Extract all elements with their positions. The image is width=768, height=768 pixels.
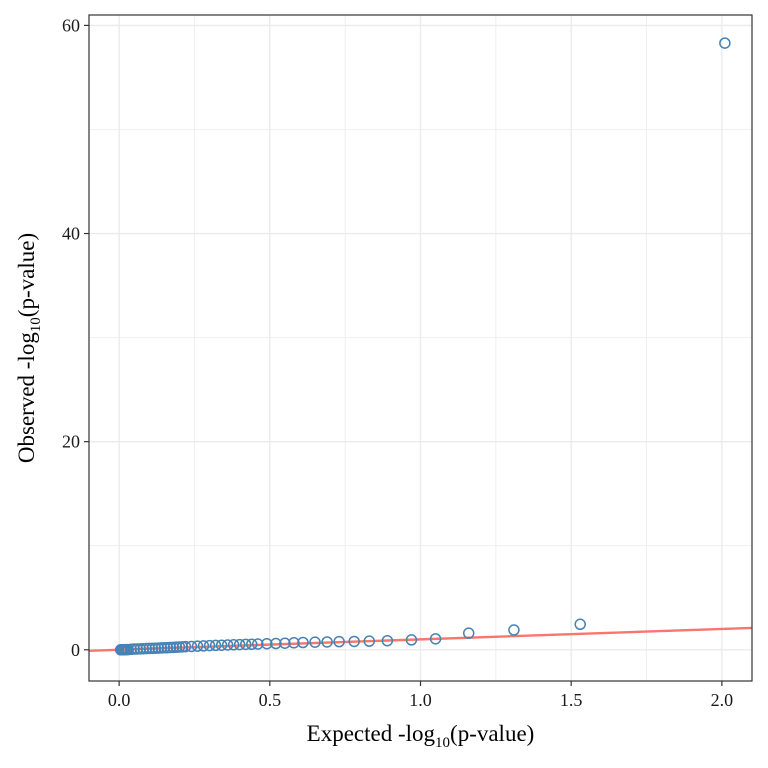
reference-line-layer bbox=[88, 626, 753, 653]
data-point bbox=[197, 640, 210, 652]
x-tick-label: 1.5 bbox=[560, 690, 583, 710]
data-point bbox=[348, 635, 360, 648]
y-axis-title-prefix: Observed -log bbox=[14, 332, 39, 463]
x-axis-title-subscript: 10 bbox=[435, 735, 450, 751]
data-point bbox=[381, 634, 394, 647]
data-point bbox=[203, 639, 216, 652]
axes: 0.0 0.5 1.0 1.5 2.0 0 20 40 60 bbox=[62, 15, 733, 710]
gridlines bbox=[89, 15, 752, 681]
data-point bbox=[719, 37, 731, 49]
y-tick-label: 60 bbox=[62, 15, 80, 35]
data-point bbox=[297, 636, 309, 649]
data-point bbox=[209, 639, 222, 652]
data-point bbox=[333, 635, 345, 648]
data-point bbox=[321, 636, 333, 648]
y-axis-title-suffix: (p-value) bbox=[14, 233, 39, 317]
x-axis-title-prefix: Expected -log bbox=[307, 721, 436, 746]
data-point bbox=[270, 637, 282, 650]
data-point bbox=[191, 640, 204, 652]
x-axis-title-suffix: (p-value) bbox=[450, 721, 534, 746]
data-point bbox=[179, 640, 192, 653]
y-axis-title-subscript: 10 bbox=[28, 317, 44, 332]
data-point bbox=[279, 637, 291, 649]
reference-line bbox=[88, 626, 753, 653]
data-point bbox=[185, 640, 198, 653]
y-axis-title: Observed -log10(p-value) bbox=[14, 233, 44, 463]
data-point bbox=[245, 638, 258, 651]
data-point bbox=[309, 636, 321, 648]
data-point bbox=[462, 627, 475, 639]
data-point bbox=[158, 641, 171, 654]
data-point bbox=[233, 638, 246, 651]
data-point bbox=[252, 638, 264, 650]
data-point bbox=[261, 637, 273, 650]
data-point bbox=[363, 635, 376, 647]
data-point bbox=[288, 637, 300, 649]
x-tick-label: 0.0 bbox=[108, 690, 131, 710]
y-tick-label: 0 bbox=[71, 640, 80, 660]
points-layer bbox=[114, 37, 731, 656]
y-tick-label: 20 bbox=[62, 432, 80, 452]
x-axis-title: Expected -log10(p-value) bbox=[307, 721, 535, 751]
data-point bbox=[405, 634, 418, 646]
x-tick-label: 0.5 bbox=[259, 690, 282, 710]
x-tick-label: 2.0 bbox=[711, 690, 734, 710]
data-point bbox=[508, 624, 520, 636]
data-point bbox=[227, 639, 240, 651]
data-point bbox=[239, 638, 252, 651]
y-tick-label: 40 bbox=[62, 224, 80, 244]
data-point bbox=[429, 633, 442, 645]
data-point bbox=[574, 618, 586, 631]
data-point bbox=[221, 639, 234, 651]
x-tick-label: 1.0 bbox=[409, 690, 432, 710]
data-point bbox=[215, 639, 228, 651]
